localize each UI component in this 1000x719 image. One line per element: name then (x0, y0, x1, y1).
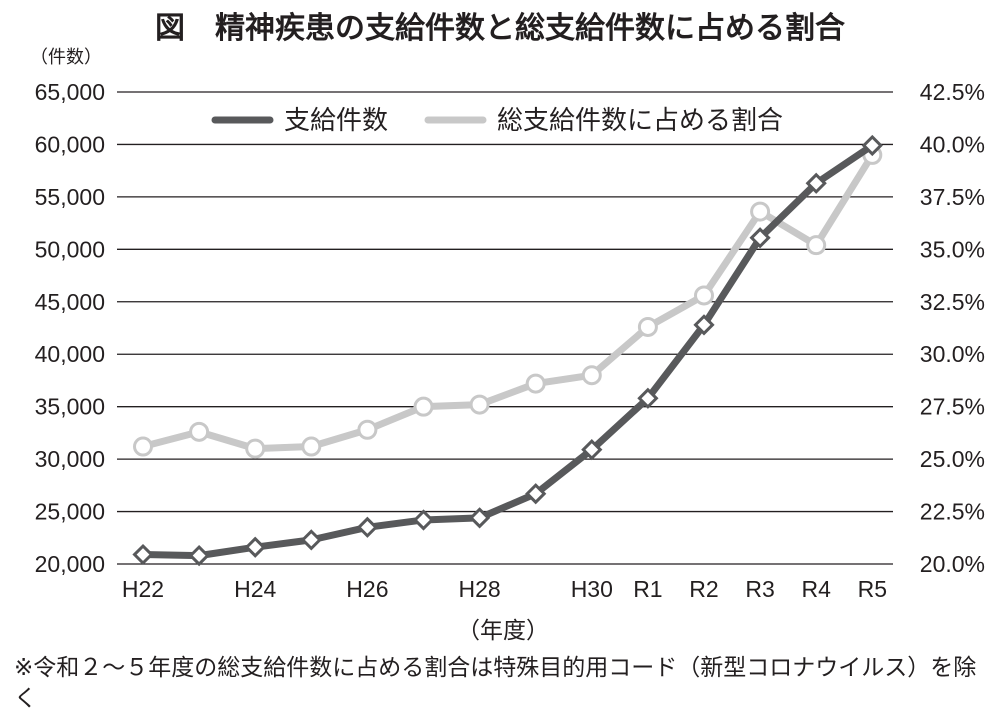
y2-tick-label: 27.5% (920, 394, 985, 420)
data-point-diamond (188, 544, 210, 567)
data-point-circle (133, 436, 153, 457)
y2-tick-label: 35.0% (920, 236, 985, 262)
data-point-diamond (749, 227, 771, 249)
data-point-diamond (244, 536, 266, 558)
y2-tick-label: 20.0% (920, 551, 985, 577)
x-axis-ticks: H22 H24 H26 H28 H30 R1 R2 R3 R4 R5 (122, 576, 887, 602)
x-tick-label: R4 (801, 576, 831, 602)
chart-title: 図 精神疾患の支給件数と総支給件数に占める割合 (155, 11, 845, 46)
x-tick-label: R5 (858, 576, 887, 602)
x-tick-label: R2 (689, 576, 718, 602)
data-point-circle (694, 285, 714, 306)
x-axis-label: （年度） (457, 618, 549, 644)
data-point-diamond (132, 543, 154, 566)
data-point-diamond (861, 134, 883, 157)
data-point-diamond (805, 172, 827, 194)
x-tick-label: H22 (122, 576, 164, 602)
data-point-circle (245, 438, 266, 459)
data-point-diamond (468, 507, 491, 529)
y2-tick-label: 42.5% (920, 79, 985, 105)
gridlines (117, 91, 893, 565)
y-tick-label: 55,000 (35, 184, 105, 210)
left-y-axis-ticks: 20,000 25,000 30,000 35,000 40,000 45,000 50,0… (35, 79, 105, 577)
data-point-circle (189, 421, 210, 442)
series-count (132, 134, 883, 567)
y2-tick-label: 25.0% (920, 446, 985, 472)
y2-tick-label: 30.0% (920, 341, 985, 367)
y-tick-label: 20,000 (35, 551, 105, 577)
data-point-diamond (356, 516, 379, 538)
y-tick-label: 35,000 (35, 394, 105, 420)
data-point-diamond (525, 483, 547, 505)
x-tick-label: H28 (458, 576, 500, 602)
y-tick-label: 40,000 (35, 341, 105, 367)
y2-tick-label: 40.0% (920, 131, 985, 157)
data-point-circle (469, 394, 490, 415)
data-point-diamond (300, 529, 322, 551)
x-tick-label: H30 (571, 576, 613, 602)
data-point-circle (357, 419, 378, 440)
y-tick-label: 50,000 (35, 236, 105, 262)
data-point-circle (750, 201, 771, 222)
data-point-diamond (581, 439, 603, 461)
y2-tick-label: 37.5% (920, 184, 985, 210)
data-point-circle (637, 316, 658, 337)
x-tick-label: H26 (346, 576, 388, 602)
legend-label-count: 支給件数 (284, 106, 388, 136)
y-tick-label: 30,000 (35, 446, 105, 472)
data-point-circle (581, 365, 602, 386)
data-point-circle (806, 235, 827, 256)
y2-tick-label: 32.5% (920, 289, 985, 315)
y-tick-label: 25,000 (35, 499, 105, 525)
legend: 支給件数 総支給件数に占める割合 (211, 106, 783, 136)
legend-label-ratio: 総支給件数に占める割合 (497, 106, 783, 136)
y-tick-label: 45,000 (35, 289, 105, 315)
x-tick-label: R3 (745, 576, 774, 602)
data-point-diamond (637, 387, 659, 409)
y-tick-label: 60,000 (35, 131, 105, 157)
x-tick-label: R1 (633, 576, 662, 602)
data-point-circle (413, 396, 434, 417)
y-axis-unit: （件数） (30, 47, 102, 68)
series-layer (132, 134, 883, 567)
right-y-axis-ticks: 20.0% 22.5% 25.0% 27.5% 30.0% 32.5% 35.0% 37.5%… (920, 79, 985, 577)
y-tick-label: 65,000 (35, 79, 105, 105)
y2-tick-label: 22.5% (920, 499, 985, 525)
footnote: ※令和２～５年度の総支給件数に占める割合は特殊目的用コード（新型コロナウイルス）… (14, 655, 977, 712)
data-point-diamond (693, 314, 715, 336)
data-point-circle (301, 436, 322, 457)
x-tick-label: H24 (234, 576, 276, 602)
data-point-circle (525, 373, 546, 394)
data-point-diamond (412, 509, 435, 531)
